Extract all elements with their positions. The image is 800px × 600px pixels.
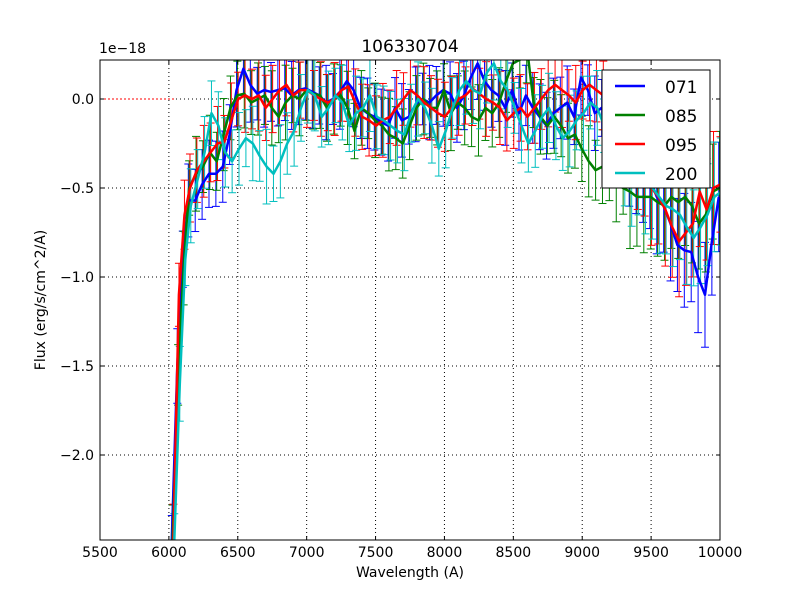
x-tick-label: 6500 xyxy=(220,545,256,561)
x-tick-label: 9000 xyxy=(564,545,600,561)
legend-label-085: 085 xyxy=(665,107,697,127)
chart-title: 106330704 xyxy=(361,37,458,57)
legend-item-071: 071 xyxy=(615,78,697,98)
x-tick-labels: 5500 6000 6500 7000 7500 8000 8500 9000 9500 1000… xyxy=(82,545,742,561)
legend-label-071: 071 xyxy=(665,78,697,98)
legend-label-200: 200 xyxy=(665,165,697,185)
legend-item-085: 085 xyxy=(615,107,697,127)
x-tick-label: 7500 xyxy=(358,545,394,561)
legend-item-200: 200 xyxy=(615,165,697,185)
legend-item-095: 095 xyxy=(615,136,697,156)
y-tick-labels: 0.0 −0.5 −1.0 −1.5 −2.0 xyxy=(60,92,94,464)
x-tick-label: 5500 xyxy=(82,545,118,561)
y-tick-label: −0.5 xyxy=(60,181,94,197)
x-tick-label: 8000 xyxy=(427,545,463,561)
x-tick-label: 6000 xyxy=(151,545,187,561)
x-tick-label: 10000 xyxy=(698,545,743,561)
x-tick-label: 9500 xyxy=(633,545,669,561)
y-tick-label: −1.0 xyxy=(60,270,94,286)
legend-box xyxy=(601,69,711,189)
legend: 071 085 095 200 xyxy=(601,69,711,189)
plot-frame xyxy=(99,59,721,541)
legend-label-095: 095 xyxy=(665,136,697,156)
y-tick-label: 0.0 xyxy=(72,92,94,108)
x-axis-label: Wavelength (A) xyxy=(356,565,464,581)
x-tick-label: 8500 xyxy=(496,545,532,561)
y-offset-label: 1e−18 xyxy=(99,41,146,57)
y-axis-label: Flux (erg/s/cm^2/A) xyxy=(33,230,49,370)
x-tick-label: 7000 xyxy=(289,545,325,561)
y-tick-label: −1.5 xyxy=(60,359,94,375)
axis-ticks xyxy=(99,60,721,540)
y-tick-label: −2.0 xyxy=(60,448,94,464)
